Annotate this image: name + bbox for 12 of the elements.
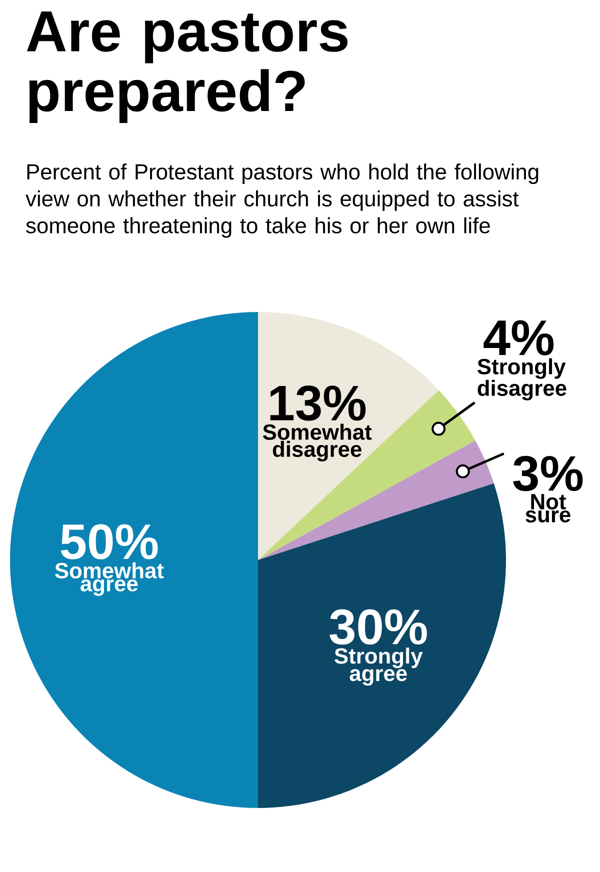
- slice-label: Somewhat disagree: [262, 424, 372, 462]
- data-label: 50%: [60, 524, 158, 560]
- chart-title: Are pastors prepared?: [26, 12, 348, 124]
- chart-subtitle: Percent of Protestant pastors who hold the following view on whether their church is equipped to assist someone threatening to take his or her own life: [26, 164, 538, 238]
- slice-label: Strongly agree: [334, 648, 423, 686]
- slice-label: Somewhat agree: [55, 562, 164, 596]
- slice-label: Strongly disagree: [478, 358, 566, 400]
- data-label: 4%: [484, 320, 554, 356]
- data-label: 13%: [270, 385, 366, 421]
- slice-label: Not sure: [526, 494, 570, 522]
- data-label: 30%: [330, 609, 427, 645]
- data-label: 3%: [513, 456, 583, 492]
